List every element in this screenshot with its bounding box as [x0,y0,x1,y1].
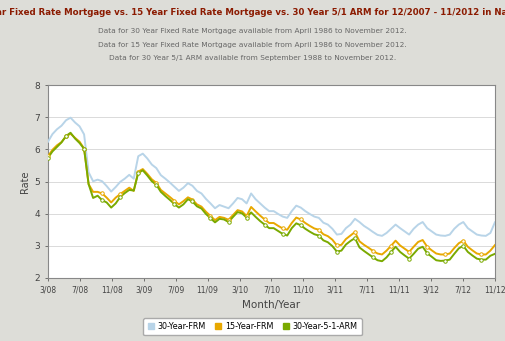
Text: Data for 30 Year 5/1 ARM available from September 1988 to November 2012.: Data for 30 Year 5/1 ARM available from … [109,55,396,61]
Text: 30 Year Fixed Rate Mortgage vs. 15 Year Fixed Rate Mortgage vs. 30 Year 5/1 ARM : 30 Year Fixed Rate Mortgage vs. 15 Year … [0,8,505,16]
Legend: 30-Year-FRM, 15-Year-FRM, 30-Year-5-1-ARM: 30-Year-FRM, 15-Year-FRM, 30-Year-5-1-AR… [143,318,362,335]
Text: Data for 15 Year Fixed Rate Mortgage available from April 1986 to November 2012.: Data for 15 Year Fixed Rate Mortgage ava… [98,42,407,48]
Y-axis label: Rate: Rate [20,170,30,193]
Text: Data for 30 Year Fixed Rate Mortgage available from April 1986 to November 2012.: Data for 30 Year Fixed Rate Mortgage ava… [98,28,407,34]
X-axis label: Month/Year: Month/Year [242,300,300,310]
